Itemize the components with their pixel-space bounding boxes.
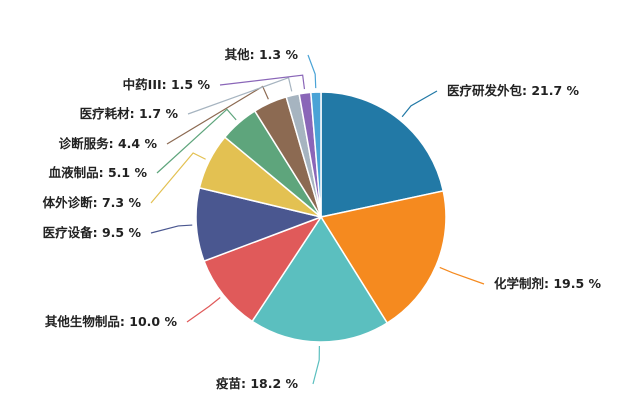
pie-slices — [195, 91, 447, 343]
slice-label-9: 中药III: 1.5 % — [123, 77, 211, 92]
pie-slice-2 — [251, 215, 389, 343]
slice-label-7: 诊断服务: 4.4 % — [59, 136, 158, 151]
pie-slice-10 — [310, 91, 322, 218]
leader-line-3 — [186, 297, 221, 323]
leader-line-10 — [307, 54, 317, 89]
slice-label-4: 医疗设备: 9.5 % — [43, 225, 142, 240]
pie-slice-1 — [319, 190, 447, 325]
leader-line-9 — [219, 74, 306, 90]
slice-label-3: 其他生物制品: 10.0 % — [45, 314, 178, 329]
leader-line-2 — [312, 345, 320, 385]
leader-line-0 — [401, 90, 438, 118]
slice-label-1: 化学制剂: 19.5 % — [494, 276, 602, 291]
pie-slice-3 — [203, 215, 323, 323]
slice-label-8: 医疗耗材: 1.7 % — [80, 106, 179, 121]
slice-label-2: 疫苗: 18.2 % — [216, 376, 299, 391]
leader-line-6 — [156, 108, 237, 174]
leader-lines — [150, 54, 485, 385]
pie-slice-0 — [320, 91, 445, 218]
slice-label-10: 其他: 1.3 % — [225, 47, 299, 62]
leader-line-5 — [150, 152, 206, 204]
slice-label-5: 体外诊断: 7.3 % — [43, 195, 142, 210]
slice-labels: 医疗研发外包: 21.7 % 化学制剂: 19.5 % 疫苗: 18.2 % 其他生物… — [43, 47, 602, 391]
leader-line-4 — [150, 224, 193, 234]
leader-line-1 — [439, 266, 485, 285]
slice-label-6: 血液制品: 5.1 % — [49, 165, 148, 180]
leader-line-8 — [187, 76, 293, 115]
slice-label-0: 医疗研发外包: 21.7 % — [447, 83, 580, 98]
